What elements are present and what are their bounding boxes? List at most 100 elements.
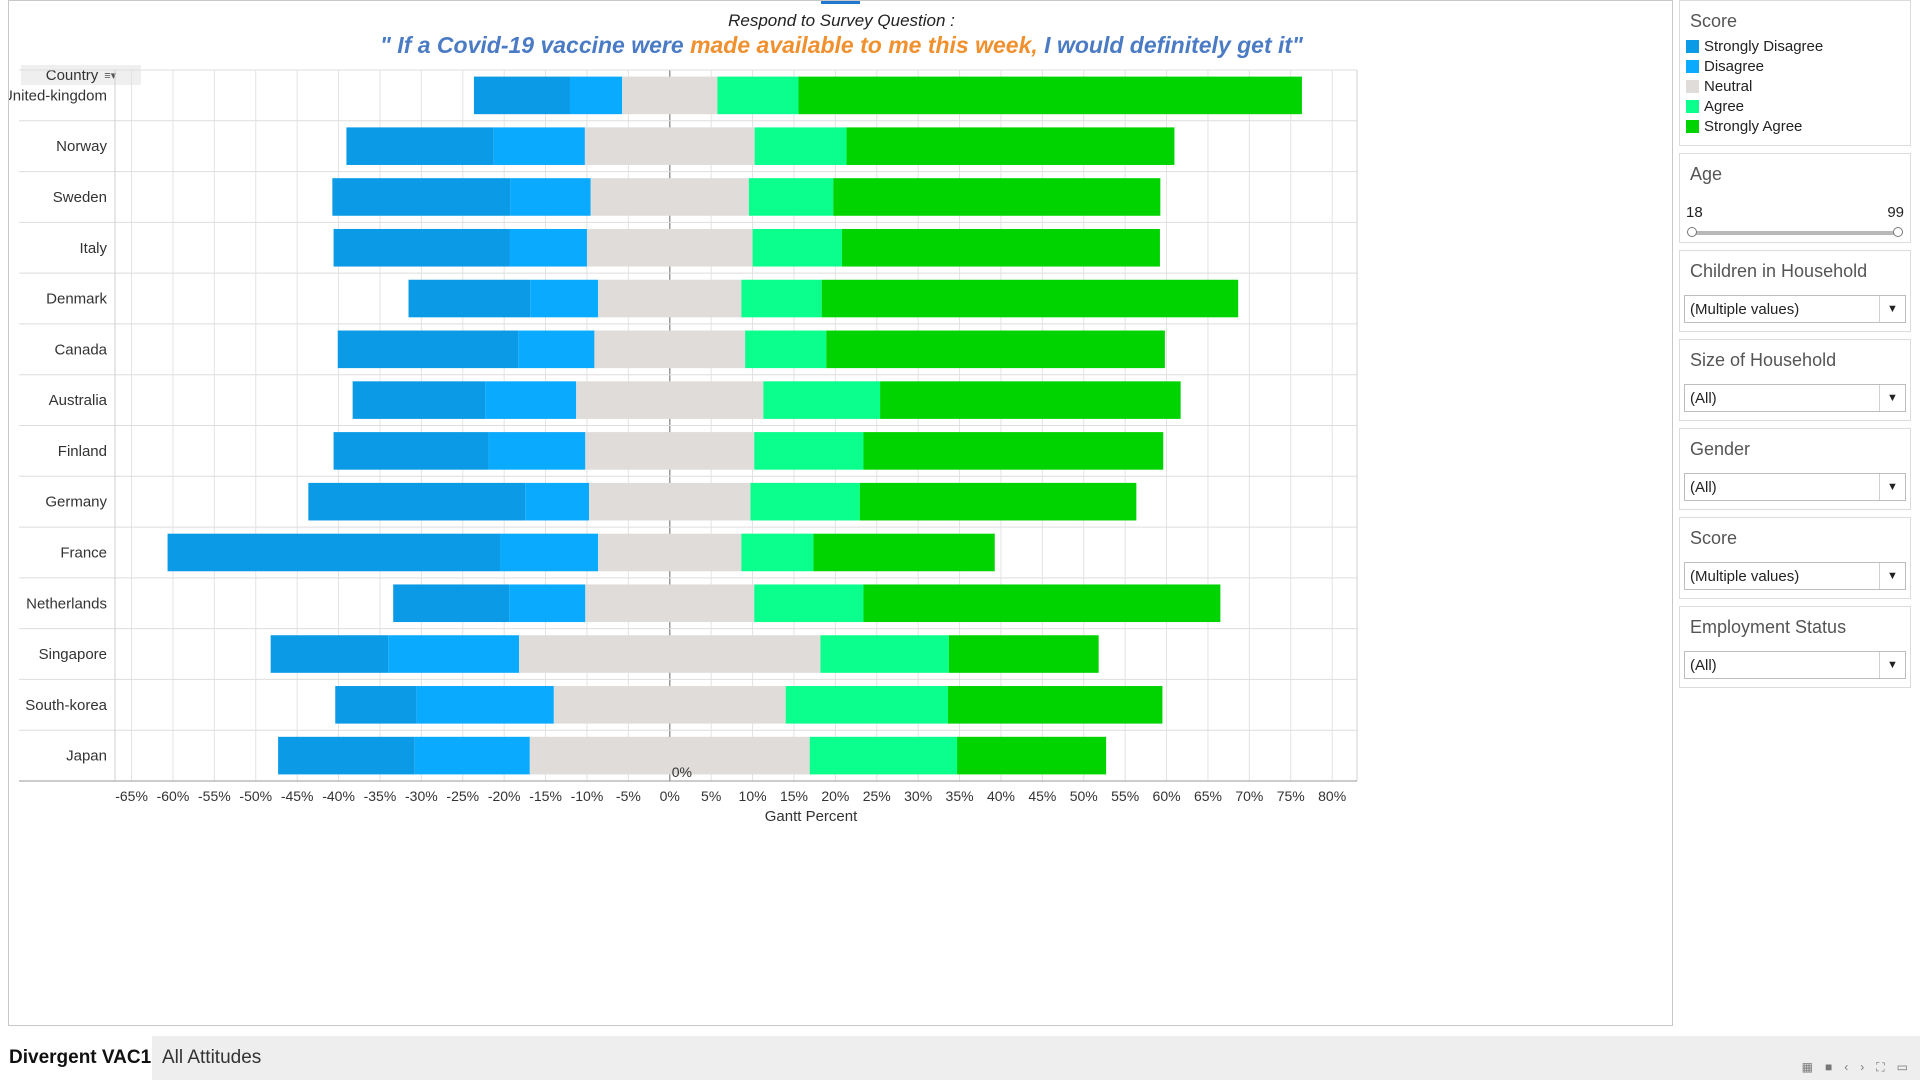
bar-segment-strongly-agree (863, 432, 1164, 470)
bar-segment-agree (763, 381, 881, 419)
prev-arrow-icon[interactable]: ‹ (1844, 1060, 1849, 1074)
chevron-down-icon[interactable]: ▼ (1879, 296, 1905, 322)
category-label: Netherlands (26, 595, 107, 612)
category-label: Finland (58, 443, 107, 460)
size-filter-value: (All) (1690, 389, 1717, 407)
gender-filter-card: Gender (All) ▼ (1679, 428, 1911, 510)
bar-segment-neutral (553, 686, 786, 724)
bar-segment-agree (745, 330, 827, 369)
x-tick-label: -50% (239, 788, 272, 804)
legend-item[interactable]: Agree (1680, 96, 1910, 116)
next-arrow-icon[interactable]: › (1860, 1060, 1865, 1074)
x-tick-label: -30% (405, 788, 438, 804)
bar-segment-neutral (586, 228, 753, 267)
x-tick-label: -25% (446, 788, 479, 804)
bar-segment-agree (748, 178, 834, 216)
gender-filter-dropdown[interactable]: (All) ▼ (1684, 473, 1906, 501)
square-icon[interactable]: ■ (1825, 1060, 1833, 1074)
chevron-down-icon[interactable]: ▼ (1879, 563, 1905, 589)
legend-title: Score (1690, 11, 1738, 31)
legend-item[interactable]: Disagree (1680, 56, 1910, 76)
chevron-down-icon[interactable]: ▼ (1879, 474, 1905, 500)
bar-segment-strongly-agree (957, 736, 1107, 775)
sheet-tab-bar: Divergent VAC1 All Attitudes (0, 1036, 1920, 1080)
tab-divergent-vac1[interactable]: Divergent VAC1 (0, 1036, 152, 1080)
size-filter-dropdown[interactable]: (All) ▼ (1684, 384, 1906, 412)
bar-segment-disagree (510, 178, 591, 216)
bar-segment-agree (785, 686, 948, 724)
bar-segment-neutral (622, 76, 718, 115)
bar-segment-agree (741, 279, 822, 318)
viz-container: Respond to Survey Question : " If a Covi… (8, 0, 1673, 1026)
grid-icon[interactable]: ▦ (1801, 1060, 1813, 1074)
x-tick-label: -60% (157, 788, 190, 804)
age-slider-track[interactable] (1690, 231, 1900, 235)
x-tick-label: 70% (1235, 788, 1263, 804)
chevron-down-icon[interactable]: ▼ (1879, 652, 1905, 678)
x-tick-label: 55% (1111, 788, 1139, 804)
bar-segment-strongly-disagree (473, 76, 570, 115)
legend-swatch (1686, 79, 1699, 93)
legend-swatch (1686, 39, 1699, 53)
employment-filter-dropdown[interactable]: (All) ▼ (1684, 651, 1906, 679)
bar-segment-neutral (584, 127, 755, 165)
x-tick-label: 30% (904, 788, 932, 804)
employment-filter-card: Employment Status (All) ▼ (1679, 606, 1911, 688)
bar-segment-neutral (598, 533, 742, 572)
bar-segment-strongly-disagree (332, 178, 511, 216)
children-filter-dropdown[interactable]: (Multiple values) ▼ (1684, 295, 1906, 323)
legend-swatch (1686, 59, 1699, 73)
legend-card: Score Strongly Disagree Disagree Neutral Ag… (1679, 0, 1911, 146)
x-axis-title: Gantt Percent (765, 808, 858, 825)
legend-swatch (1686, 99, 1699, 113)
bar-segment-neutral (590, 178, 749, 216)
filter-panel: Score Strongly Disagree Disagree Neutral Ag… (1679, 0, 1911, 1026)
age-max-value: 99 (1887, 204, 1904, 221)
bar-segment-disagree (530, 279, 599, 318)
x-tick-label: 40% (987, 788, 1015, 804)
chevron-down-icon[interactable]: ▼ (1879, 385, 1905, 411)
age-min-value: 18 (1686, 204, 1703, 221)
size-filter-title: Size of Household (1690, 350, 1837, 370)
bar-segment-disagree (485, 381, 577, 419)
bar-segment-strongly-agree (859, 482, 1137, 521)
x-tick-label: 45% (1028, 788, 1056, 804)
legend-item[interactable]: Strongly Agree (1680, 116, 1910, 136)
bar-segment-strongly-agree (846, 127, 1175, 165)
category-label: France (60, 544, 107, 561)
bar-segment-disagree (493, 127, 585, 165)
score-filter-dropdown[interactable]: (Multiple values) ▼ (1684, 562, 1906, 590)
bar-segment-neutral (598, 279, 742, 318)
tab-all-attitudes[interactable]: All Attitudes (162, 1047, 262, 1068)
bar-segment-disagree (414, 736, 530, 775)
x-tick-label: 75% (1277, 788, 1305, 804)
present-icon[interactable]: ▭ (1896, 1060, 1908, 1074)
category-label: United-kingdom (9, 87, 107, 104)
category-label: South-korea (25, 697, 107, 714)
bar-segment-strongly-agree (821, 279, 1239, 318)
bar-segment-agree (820, 635, 949, 673)
age-slider-max-handle[interactable] (1893, 227, 1903, 237)
bar-segment-strongly-disagree (335, 686, 417, 724)
age-slider-min-handle[interactable] (1687, 227, 1697, 237)
legend-item[interactable]: Neutral (1680, 76, 1910, 96)
employment-filter-title: Employment Status (1690, 617, 1847, 637)
legend-item[interactable]: Strongly Disagree (1680, 36, 1910, 56)
legend-items: Strongly Disagree Disagree Neutral Agree Str… (1680, 36, 1910, 136)
fullscreen-icon[interactable]: ⛶ (1876, 1060, 1885, 1074)
category-label: Sweden (53, 189, 107, 206)
bar-segment-neutral (585, 584, 755, 623)
category-label: Italy (79, 240, 107, 257)
bar-segment-strongly-disagree (408, 279, 531, 318)
bar-segment-neutral (589, 482, 751, 521)
bar-segment-disagree (509, 228, 587, 267)
bar-segment-disagree (416, 686, 554, 724)
sort-icon[interactable]: ≡▾ (104, 69, 117, 82)
bar-segment-neutral (529, 736, 810, 775)
bar-segment-neutral (576, 381, 764, 419)
bar-segment-agree (754, 432, 864, 470)
category-label: Australia (49, 392, 108, 409)
bar-segment-strongly-agree (826, 330, 1165, 369)
bar-segment-strongly-agree (841, 228, 1160, 267)
country-header-label: Country (45, 66, 99, 84)
